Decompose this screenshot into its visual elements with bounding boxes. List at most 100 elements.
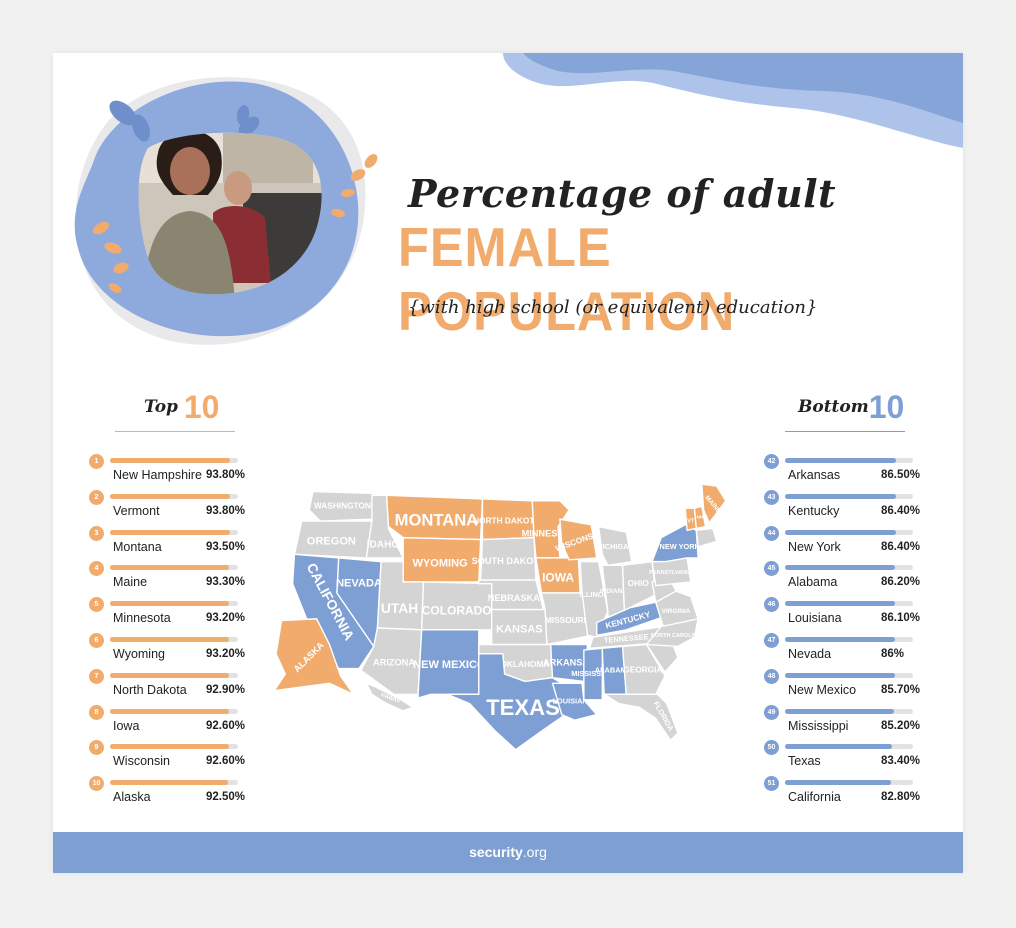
infographic-card: Percentage of adult FEMALE POPULATION {w… [53, 53, 963, 873]
map-state-shape [701, 483, 727, 525]
map-state-label: ARIZONA [373, 657, 415, 667]
rank-badge: 43 [764, 489, 779, 505]
state-value-label: 86.50% [881, 469, 921, 481]
ranking-row: 4 Maine 93.30% [89, 561, 245, 597]
state-value-label: 93.50% [206, 540, 246, 553]
bar-track [785, 637, 913, 642]
map-state-newyork: NEW YORK [651, 523, 701, 563]
state-name: Mississippi [788, 718, 849, 733]
state-value-label: 93.20% [206, 612, 246, 625]
ranking-row: 3 Montana 93.50% [89, 525, 245, 562]
footer-bar: security.org [53, 832, 963, 873]
state-name: New Mexico [788, 682, 857, 697]
map-state-label: ALABAMA [595, 665, 633, 674]
student-photo-illustration [74, 77, 378, 345]
map-state-label: VT [687, 519, 695, 525]
bar-track [110, 744, 238, 750]
state-value-label: 86.40% [881, 540, 921, 553]
map-state-texas: TEXAS [447, 653, 567, 751]
state-name: New Hampshire [113, 468, 202, 482]
ranking-row: 47 Nevada 86% [764, 633, 914, 669]
map-state-tennessee: TENNESSEE [588, 625, 666, 650]
map-state-shape [551, 682, 599, 721]
state-name: North Dakota [113, 682, 187, 697]
map-state-shape [601, 693, 679, 742]
map-state-label: OREGON [307, 535, 356, 547]
state-value-label: 92.60% [206, 755, 246, 768]
rank-badge: 10 [89, 776, 104, 792]
map-state-label: UTAH [381, 600, 418, 616]
map-state-georgia: GEORGIA [621, 643, 666, 696]
map-state-kentucky: KENTUCKY [596, 601, 665, 637]
map-state-wyoming: WYOMING [402, 536, 482, 583]
state-name: Arkansas [788, 468, 841, 482]
bar-track [110, 601, 238, 607]
bar-track [785, 493, 913, 499]
title-subtitle: {with high school (or equivalent) educat… [408, 297, 818, 318]
rank-badge: 48 [764, 668, 779, 684]
bar-track [785, 565, 913, 571]
map-state-newengland [695, 527, 718, 548]
bar-fill [110, 708, 229, 714]
map-state-label: OHIO [628, 578, 650, 588]
ranking-row: 44 New York 86.40% [764, 525, 920, 562]
state-name: Kentucky [788, 503, 840, 518]
ranking-row: 43 Kentucky 86.40% [764, 489, 920, 526]
rank-badge: 5 [89, 597, 104, 613]
map-state-newhampshire: NH [693, 505, 707, 530]
bottom-heading-label: Bottom [798, 397, 869, 417]
map-state-shape [308, 490, 375, 522]
header-wave-decoration [503, 53, 963, 148]
state-value-label: 92.60% [206, 719, 246, 732]
bar-track [110, 565, 238, 571]
map-state-label: GEORGIA [623, 665, 662, 675]
map-state-label: PENNSYLVANIA [649, 570, 691, 576]
map-state-shape [621, 643, 666, 696]
bar-fill [110, 493, 231, 499]
map-state-label: INDIANA [600, 588, 627, 595]
orange-leaf-icon [92, 154, 378, 293]
map-state-label: TEXAS [486, 695, 560, 720]
bar-track [785, 529, 913, 535]
bar-track [785, 744, 913, 750]
bar-track [785, 601, 913, 607]
bar-fill [785, 780, 891, 786]
map-state-label: NEVADA [336, 578, 382, 590]
rank-badge: 45 [764, 561, 779, 577]
bar-fill [785, 565, 896, 571]
brand-suffix: .org [522, 844, 547, 860]
rank-badge: 50 [764, 740, 779, 756]
bar-fill [110, 458, 231, 463]
bar-track [110, 493, 238, 499]
map-state-label: KANSAS [496, 624, 543, 636]
map-state-label: NORTH CAROLINA [651, 633, 701, 639]
state-name: Iowa [113, 718, 140, 733]
map-state-louisiana: LOUISIANA [551, 682, 599, 721]
bar-fill [785, 637, 896, 642]
bar-fill [110, 780, 229, 786]
map-state-shape [272, 618, 356, 697]
brand-logo: security.org [53, 844, 963, 860]
bottom-heading-number: 10 [868, 389, 905, 425]
bar-fill [785, 493, 896, 499]
rank-badge: 9 [89, 740, 104, 756]
map-state-wisconsin: WISCONSIN [554, 518, 602, 561]
state-value-label: 86% [881, 648, 905, 660]
state-value-label: 86.10% [881, 612, 921, 625]
map-state-label: SOUTH DAKOTA [472, 556, 546, 566]
map-state-michigan: MICHIGAN [597, 525, 634, 567]
state-name: Wisconsin [113, 754, 170, 769]
bar-fill [110, 744, 229, 750]
ranking-row: 9 Wisconsin 92.60% [89, 740, 245, 776]
map-state-label: LOUISIANA [553, 697, 594, 706]
state-name: Maine [113, 575, 148, 590]
title-line-1: Percentage of adult [408, 171, 837, 216]
bar-track [110, 708, 238, 714]
ranking-row: 50 Texas 83.40% [764, 740, 920, 776]
state-name: Wyoming [113, 647, 165, 661]
bar-fill [110, 601, 230, 607]
map-state-florida: FLORIDA [601, 693, 679, 742]
map-state-label: NORTH DAKOTA [473, 515, 540, 525]
state-name: California [788, 790, 841, 805]
top-heading-number: 10 [183, 389, 220, 425]
